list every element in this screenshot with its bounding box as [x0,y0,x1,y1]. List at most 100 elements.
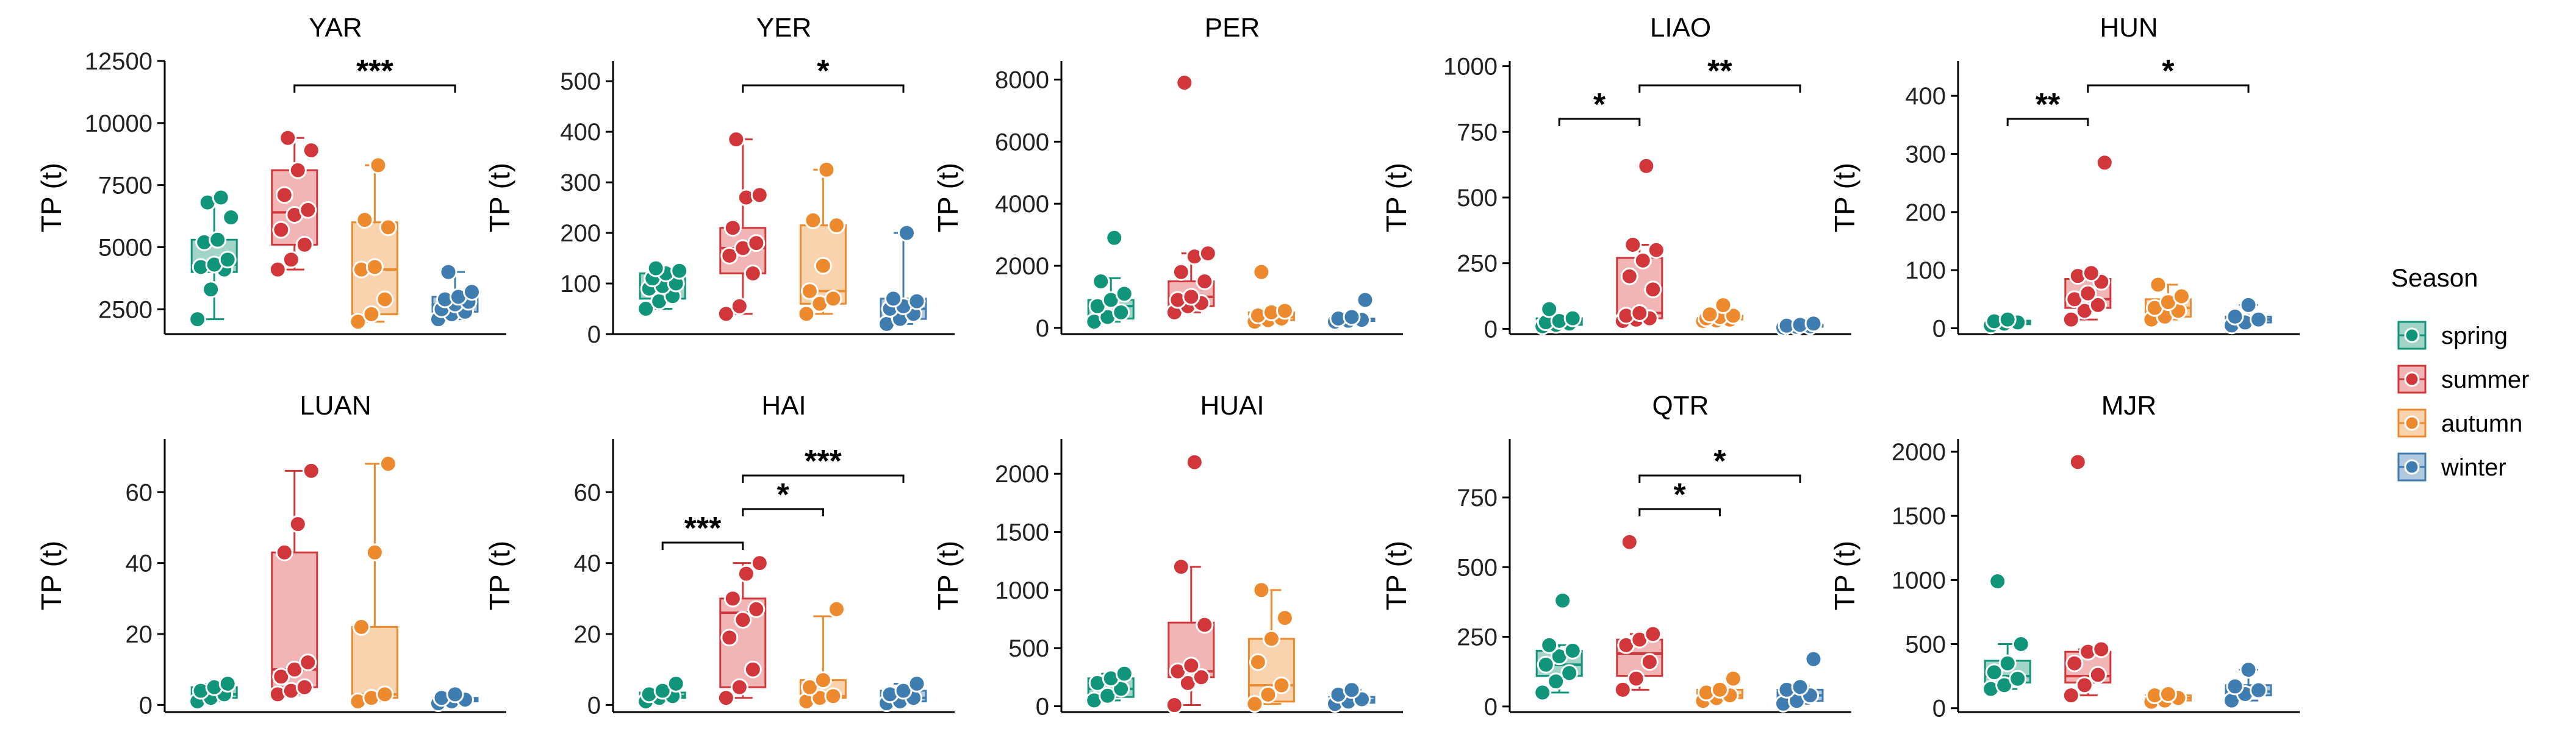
y-tick-label: 0 [587,692,601,719]
y-tick-label: 8000 [995,67,1049,94]
legend-entries: spring summer autumn winter [2397,321,2529,482]
data-point [295,678,314,696]
data-point [1537,655,1555,674]
data-point [1791,678,1809,696]
box-summer [1165,74,1217,321]
box-autumn [797,160,847,323]
y-tick-label: 0 [587,321,601,348]
data-point [1620,533,1638,551]
data-point [222,208,240,227]
y-tick-label: 0 [1484,316,1498,343]
data-point [2092,640,2111,658]
data-point [1634,251,1652,269]
data-point [302,141,320,160]
panel-title: QTR [1652,391,1709,421]
data-point [1165,696,1183,714]
data-point [1989,572,2007,590]
y-tick-label: 400 [1905,83,1946,110]
legend-label: spring [2441,322,2508,349]
y-tick-label: 0 [139,692,152,719]
y-tick-label: 300 [560,169,601,196]
data-point [2250,681,2267,699]
data-point [1356,291,1374,309]
data-point [1343,681,1361,699]
data-point [1804,650,1823,668]
data-point [1804,315,1823,333]
data-point [289,515,307,533]
data-point [727,130,745,149]
data-point [2149,276,2167,294]
data-point [1714,296,1732,315]
data-point [667,674,685,693]
panel-title: LUAN [300,391,371,421]
data-point [2062,310,2080,329]
data-point [356,211,374,229]
significance-bracket: * [742,54,905,93]
data-point [800,282,819,300]
data-point [2009,669,2027,688]
y-axis-label: TP (t) [35,541,67,610]
data-point [2012,635,2030,654]
data-point [2250,310,2267,329]
bracket-line [2087,84,2250,93]
y-axis-label: TP (t) [35,163,67,232]
significance-bracket: *** [742,444,905,483]
panel-title: PER [1205,13,1260,43]
box-winter [429,685,479,712]
y-tick-label: 7500 [98,173,152,199]
data-point [2172,287,2190,305]
data-point [268,260,287,279]
box-winter [1326,291,1376,331]
data-point [827,216,845,235]
box-spring [1085,665,1135,710]
y-tick-label: 60 [126,479,153,506]
panel-qtr: QTR TP (t) 0 250 500 750 * * [1380,391,1851,721]
data-point [797,305,816,323]
panel-yar: YAR TP (t) 2500 5000 7500 10000 12500 *** [35,13,506,335]
data-point [908,674,926,693]
data-point [1092,272,1110,290]
data-point [2089,666,2107,684]
significance-label: *** [684,511,722,546]
data-point [1249,653,1267,671]
data-point [1172,263,1190,281]
data-point [379,455,397,473]
data-point [2065,654,2084,672]
data-point [1115,285,1133,303]
data-point [2082,264,2100,282]
y-tick-label: 750 [1457,485,1498,511]
y-tick-label: 1000 [1443,54,1498,80]
data-point [730,678,748,696]
significance-bracket: * [742,477,824,516]
data-point [282,251,300,269]
data-point [352,618,370,636]
box-autumn [349,455,398,711]
box-summer [717,554,769,707]
panel-title: LIAO [1650,13,1711,43]
legend-entry-autumn: autumn [2397,408,2522,438]
data-point [1560,664,1579,682]
y-axis-label: TP (t) [932,163,964,232]
significance-bracket: * [1558,87,1641,126]
legend-label: winter [2441,454,2506,481]
y-tick-label: 500 [1905,632,1946,658]
box-spring [1982,572,2031,698]
data-point [299,201,317,219]
data-point [2239,296,2258,314]
data-point [349,313,367,331]
data-point [365,258,384,276]
significance-label: * [2162,54,2175,89]
bracket-line [1558,118,1641,126]
panel-title: HUAI [1200,391,1264,421]
y-tick-label: 500 [1008,635,1049,662]
y-tick-label: 60 [574,479,601,506]
data-point [908,292,926,310]
y-tick-label: 0 [1484,694,1498,721]
data-point [1099,686,1117,705]
data-point [1182,657,1200,675]
data-point [1182,288,1200,306]
data-point [717,689,735,707]
y-tick-label: 0 [1036,315,1049,342]
box-autumn [349,156,398,331]
